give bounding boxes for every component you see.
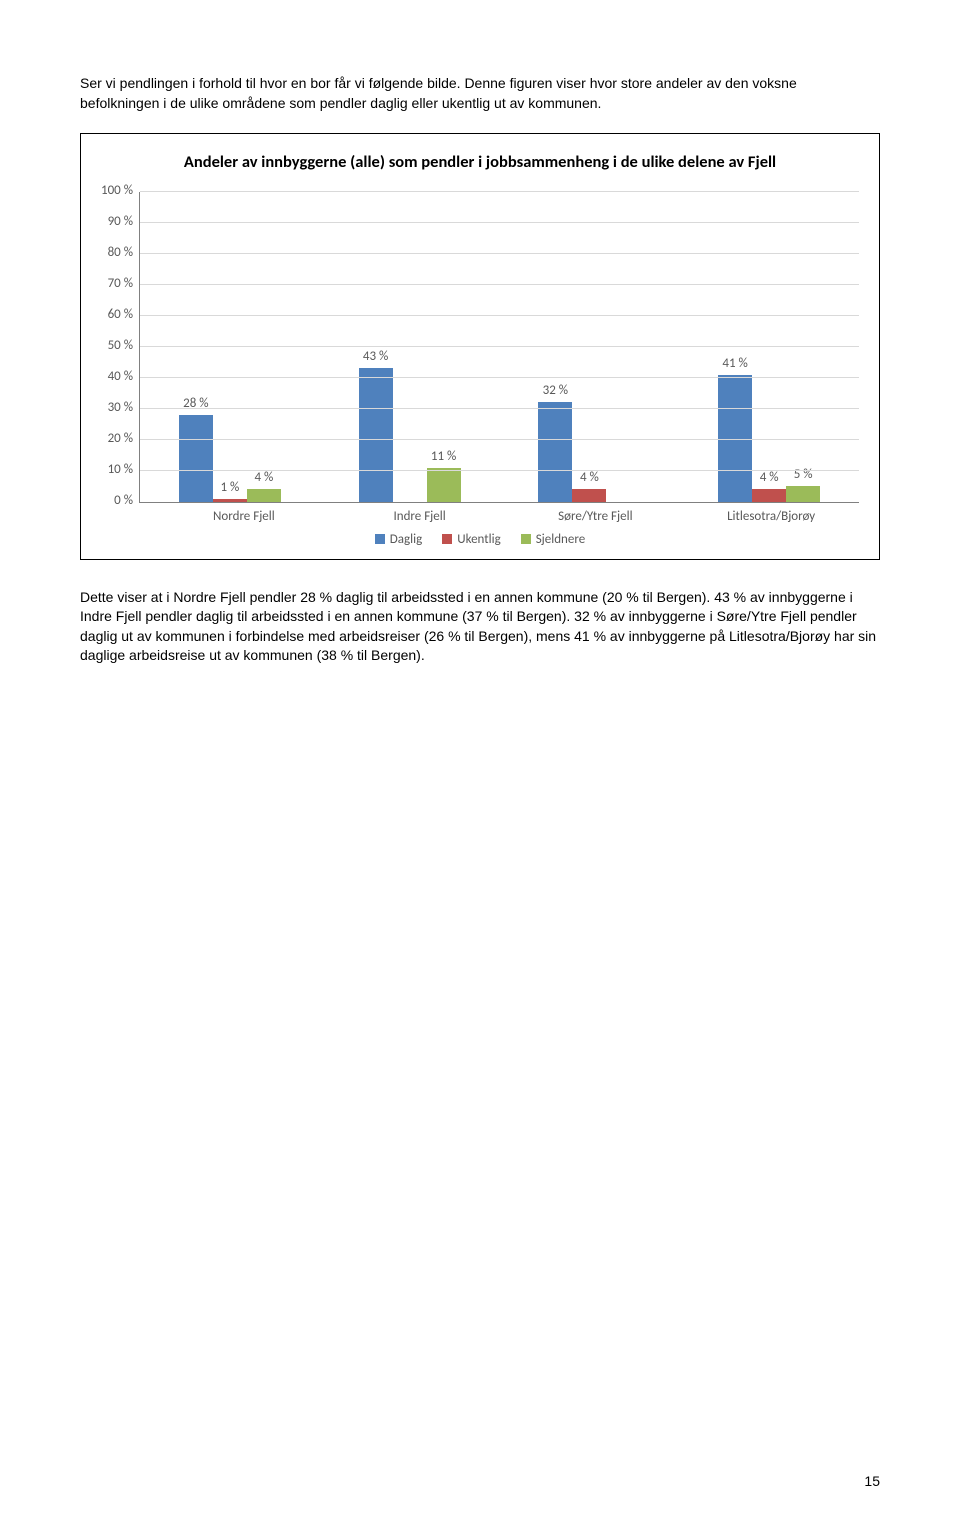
gridline — [140, 191, 859, 192]
gridline — [140, 377, 859, 378]
intro-paragraph: Ser vi pendlingen i forhold til hvor en … — [80, 74, 880, 113]
chart-container: Andeler av innbyggerne (alle) som pendle… — [80, 133, 880, 559]
legend-item: Ukentlig — [442, 532, 500, 547]
gridline — [140, 315, 859, 316]
bar: 4 % — [572, 489, 606, 501]
gridline — [140, 346, 859, 347]
bar: 4 % — [247, 489, 281, 501]
legend-swatch — [375, 534, 385, 544]
chart-plot: 100 %90 %80 %70 %60 %50 %40 %30 %20 %10 … — [101, 192, 859, 503]
bar-group: 43 % 11 % — [320, 192, 500, 502]
gridline — [140, 439, 859, 440]
legend-swatch — [521, 534, 531, 544]
bar-value-label: 1 % — [220, 480, 239, 495]
bar: 32 % — [538, 402, 572, 501]
page-number: 15 — [864, 1473, 880, 1489]
bar: 28 % — [179, 415, 213, 502]
bar: 43 % — [359, 368, 393, 501]
plot-area: 28 %1 %4 %43 %11 %32 %4 %41 %4 %5 % — [139, 192, 859, 503]
bar-value-label: 4 % — [580, 470, 599, 485]
bar-group: 32 %4 % — [500, 192, 680, 502]
body-paragraph: Dette viser at i Nordre Fjell pendler 28… — [80, 588, 880, 666]
bar-group: 28 %1 %4 % — [140, 192, 320, 502]
x-category-label: Indre Fjell — [332, 503, 508, 524]
bar-value-label: 43 % — [363, 349, 388, 364]
bar-value-label: 4 % — [254, 470, 273, 485]
x-category-label: Nordre Fjell — [156, 503, 332, 524]
gridline — [140, 408, 859, 409]
legend-swatch — [442, 534, 452, 544]
bar-value-label: 11 % — [431, 449, 456, 464]
x-axis: Nordre FjellIndre FjellSøre/Ytre FjellLi… — [156, 503, 859, 524]
gridline — [140, 470, 859, 471]
bar: 11 % — [427, 468, 461, 502]
legend-item: Sjeldnere — [521, 532, 586, 547]
bar-value-label: 41 % — [722, 356, 747, 371]
legend-item: Daglig — [375, 532, 422, 547]
legend-label: Sjeldnere — [536, 532, 586, 547]
legend-label: Ukentlig — [457, 532, 500, 547]
bar-value-label: 32 % — [543, 383, 568, 398]
y-axis: 100 %90 %80 %70 %60 %50 %40 %30 %20 %10 … — [101, 192, 139, 502]
bar-value-label: 4 % — [760, 470, 779, 485]
chart-title: Andeler av innbyggerne (alle) som pendle… — [101, 152, 859, 173]
x-category-label: Litlesotra/Bjorøy — [683, 503, 859, 524]
legend-label: Daglig — [390, 532, 422, 547]
gridline — [140, 253, 859, 254]
bar: 1 % — [213, 499, 247, 502]
x-category-label: Søre/Ytre Fjell — [508, 503, 684, 524]
gridline — [140, 222, 859, 223]
gridline — [140, 284, 859, 285]
chart-legend: Daglig Ukentlig Sjeldnere — [101, 524, 859, 547]
bar-group: 41 %4 %5 % — [679, 192, 859, 502]
bar: 5 % — [786, 486, 820, 502]
bar: 4 % — [752, 489, 786, 501]
